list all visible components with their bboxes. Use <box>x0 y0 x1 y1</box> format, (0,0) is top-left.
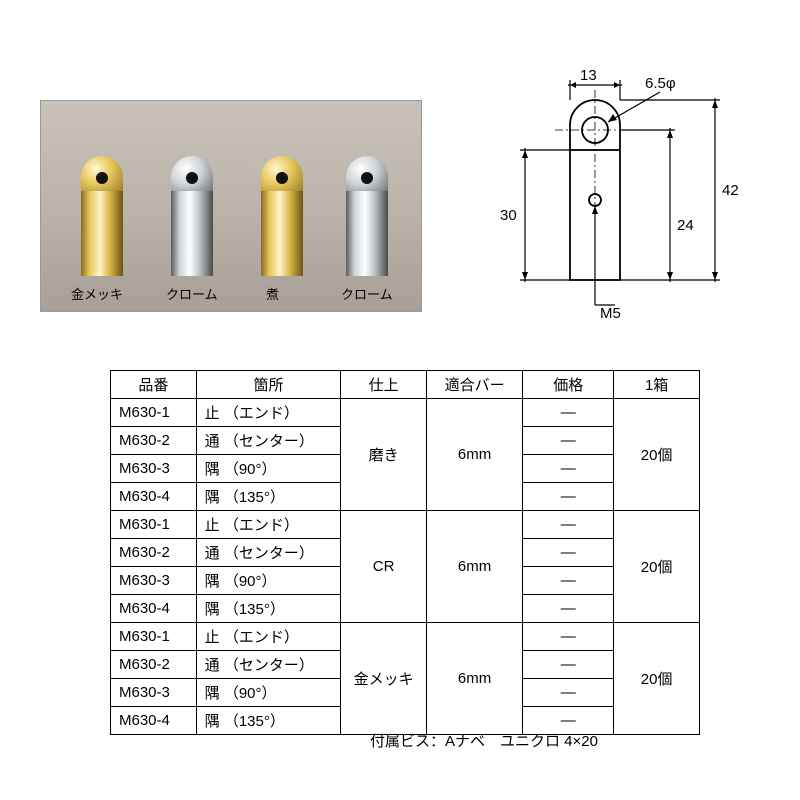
product-photo: 金メッキ クローム 煮 クローム <box>40 100 422 312</box>
label-chrome1: クローム <box>166 284 218 303</box>
footnote: 付属ビス：Aナベ ユニクロ 4×20 <box>370 730 598 751</box>
cell-price: — <box>523 483 614 511</box>
th-bar: 適合バー <box>426 371 522 399</box>
label-gold2: 煮 <box>266 284 279 303</box>
label-gold1: 金メッキ <box>71 284 123 303</box>
th-box: 1箱 <box>614 371 700 399</box>
cell-place: 止 （エンド） <box>196 399 341 427</box>
cell-part: M630-3 <box>111 679 197 707</box>
dim-6.5: 6.5φ <box>645 75 676 92</box>
cap-chrome-1 <box>171 156 213 276</box>
cell-bar: 6mm <box>426 399 522 511</box>
cell-place: 隅 （90°） <box>196 567 341 595</box>
cell-bar: 6mm <box>426 511 522 623</box>
cell-price: — <box>523 455 614 483</box>
cell-part: M630-4 <box>111 483 197 511</box>
dim-42: 42 <box>722 182 739 199</box>
cell-finish: CR <box>341 511 427 623</box>
cell-place: 止 （エンド） <box>196 623 341 651</box>
cell-price: — <box>523 679 614 707</box>
cell-price: — <box>523 595 614 623</box>
cell-part: M630-3 <box>111 455 197 483</box>
cell-bar: 6mm <box>426 623 522 735</box>
cell-price: — <box>523 623 614 651</box>
spec-table: 品番 箇所 仕上 適合バー 価格 1箱 M630-1止 （エンド）磨き6mm—2… <box>110 370 700 735</box>
cell-part: M630-3 <box>111 567 197 595</box>
th-price: 価格 <box>523 371 614 399</box>
cell-price: — <box>523 511 614 539</box>
technical-diagram: 13 6.5φ 42 24 30 M5 <box>460 40 760 320</box>
th-place: 箇所 <box>196 371 341 399</box>
th-finish: 仕上 <box>341 371 427 399</box>
cell-price: — <box>523 427 614 455</box>
table-row: M630-1止 （エンド）金メッキ6mm—20個 <box>111 623 700 651</box>
dim-30: 30 <box>500 207 517 224</box>
cell-place: 通 （センター） <box>196 651 341 679</box>
cell-part: M630-2 <box>111 539 197 567</box>
cell-place: 隅 （90°） <box>196 679 341 707</box>
cell-place: 通 （センター） <box>196 539 341 567</box>
cell-place: 止 （エンド） <box>196 511 341 539</box>
th-part: 品番 <box>111 371 197 399</box>
cell-part: M630-1 <box>111 511 197 539</box>
table-row: M630-1止 （エンド）CR6mm—20個 <box>111 511 700 539</box>
cell-part: M630-1 <box>111 623 197 651</box>
cell-place: 隅 （135°） <box>196 483 341 511</box>
cell-part: M630-2 <box>111 651 197 679</box>
cell-part: M630-4 <box>111 595 197 623</box>
dim-24: 24 <box>677 217 694 234</box>
cap-gold-2 <box>261 156 303 276</box>
cell-box: 20個 <box>614 511 700 623</box>
table-row: M630-1止 （エンド）磨き6mm—20個 <box>111 399 700 427</box>
table-header-row: 品番 箇所 仕上 適合バー 価格 1箱 <box>111 371 700 399</box>
cell-finish: 金メッキ <box>341 623 427 735</box>
cell-part: M630-4 <box>111 707 197 735</box>
cell-box: 20個 <box>614 399 700 511</box>
cell-box: 20個 <box>614 623 700 735</box>
cell-place: 隅 （135°） <box>196 707 341 735</box>
label-chrome2: クローム <box>341 284 393 303</box>
cell-part: M630-1 <box>111 399 197 427</box>
cell-price: — <box>523 567 614 595</box>
cap-gold-1 <box>81 156 123 276</box>
cell-finish: 磨き <box>341 399 427 511</box>
cell-price: — <box>523 399 614 427</box>
cell-price: — <box>523 539 614 567</box>
cell-part: M630-2 <box>111 427 197 455</box>
dim-m5: M5 <box>600 305 621 320</box>
cell-place: 通 （センター） <box>196 427 341 455</box>
dim-13: 13 <box>580 67 597 84</box>
cell-place: 隅 （90°） <box>196 455 341 483</box>
cell-price: — <box>523 651 614 679</box>
cap-chrome-2 <box>346 156 388 276</box>
cell-place: 隅 （135°） <box>196 595 341 623</box>
